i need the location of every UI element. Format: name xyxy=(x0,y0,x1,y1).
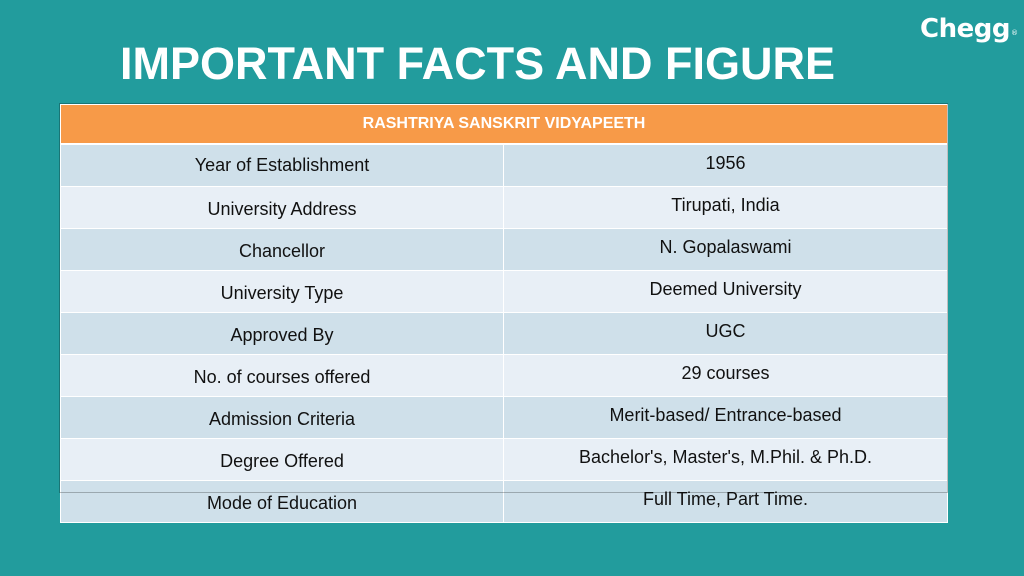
page-title: IMPORTANT FACTS AND FIGURE xyxy=(120,38,835,89)
row-label: Admission Criteria xyxy=(60,396,504,439)
table-header: RASHTRIYA SANSKRIT VIDYAPEETH xyxy=(60,104,948,145)
table-row: No. of courses offered 29 courses xyxy=(60,354,948,397)
table-row: Year of Establishment 1956 xyxy=(60,143,948,187)
registered-mark: ® xyxy=(1010,29,1018,37)
table-row: Admission Criteria Merit-based/ Entrance… xyxy=(60,396,948,439)
logo-text: Chegg xyxy=(920,14,1010,44)
table-row: Mode of Education Full Time, Part Time. xyxy=(60,480,948,523)
chegg-logo: Chegg® xyxy=(920,12,1018,46)
table-row: Approved By UGC xyxy=(60,312,948,355)
table-row: Chancellor N. Gopalaswami xyxy=(60,228,948,271)
facts-table: RASHTRIYA SANSKRIT VIDYAPEETH Year of Es… xyxy=(60,104,948,523)
row-value: Full Time, Part Time. xyxy=(503,480,948,523)
row-value: UGC xyxy=(503,312,948,355)
row-label: Chancellor xyxy=(60,228,504,271)
row-label: University Address xyxy=(60,186,504,229)
row-value: 29 courses xyxy=(503,354,948,397)
row-value: Deemed University xyxy=(503,270,948,313)
row-label: Mode of Education xyxy=(60,480,504,523)
table-header-row: RASHTRIYA SANSKRIT VIDYAPEETH xyxy=(60,104,948,145)
row-value: N. Gopalaswami xyxy=(503,228,948,271)
table-row: Degree Offered Bachelor's, Master's, M.P… xyxy=(60,438,948,481)
row-label: Degree Offered xyxy=(60,438,504,481)
row-label: Approved By xyxy=(60,312,504,355)
table-row: University Type Deemed University xyxy=(60,270,948,313)
row-value: 1956 xyxy=(503,143,948,187)
row-value: Bachelor's, Master's, M.Phil. & Ph.D. xyxy=(503,438,948,481)
row-label: University Type xyxy=(60,270,504,313)
row-value: Merit-based/ Entrance-based xyxy=(503,396,948,439)
table-row: University Address Tirupati, India xyxy=(60,186,948,229)
row-label: No. of courses offered xyxy=(60,354,504,397)
row-label: Year of Establishment xyxy=(60,143,504,187)
row-value: Tirupati, India xyxy=(503,186,948,229)
